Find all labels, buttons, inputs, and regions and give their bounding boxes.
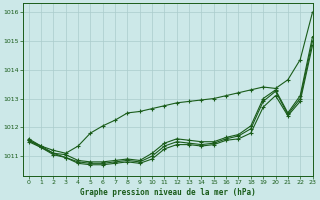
X-axis label: Graphe pression niveau de la mer (hPa): Graphe pression niveau de la mer (hPa) [80,188,255,197]
